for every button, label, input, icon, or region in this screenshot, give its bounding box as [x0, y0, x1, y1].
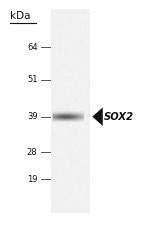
Text: 39: 39: [27, 112, 38, 121]
Text: 19: 19: [27, 175, 38, 183]
Text: 64: 64: [27, 43, 38, 52]
Text: kDa: kDa: [10, 11, 30, 21]
Text: 28: 28: [27, 148, 38, 157]
Text: 51: 51: [27, 75, 38, 84]
Text: SOX2: SOX2: [104, 112, 134, 122]
Polygon shape: [92, 107, 103, 126]
